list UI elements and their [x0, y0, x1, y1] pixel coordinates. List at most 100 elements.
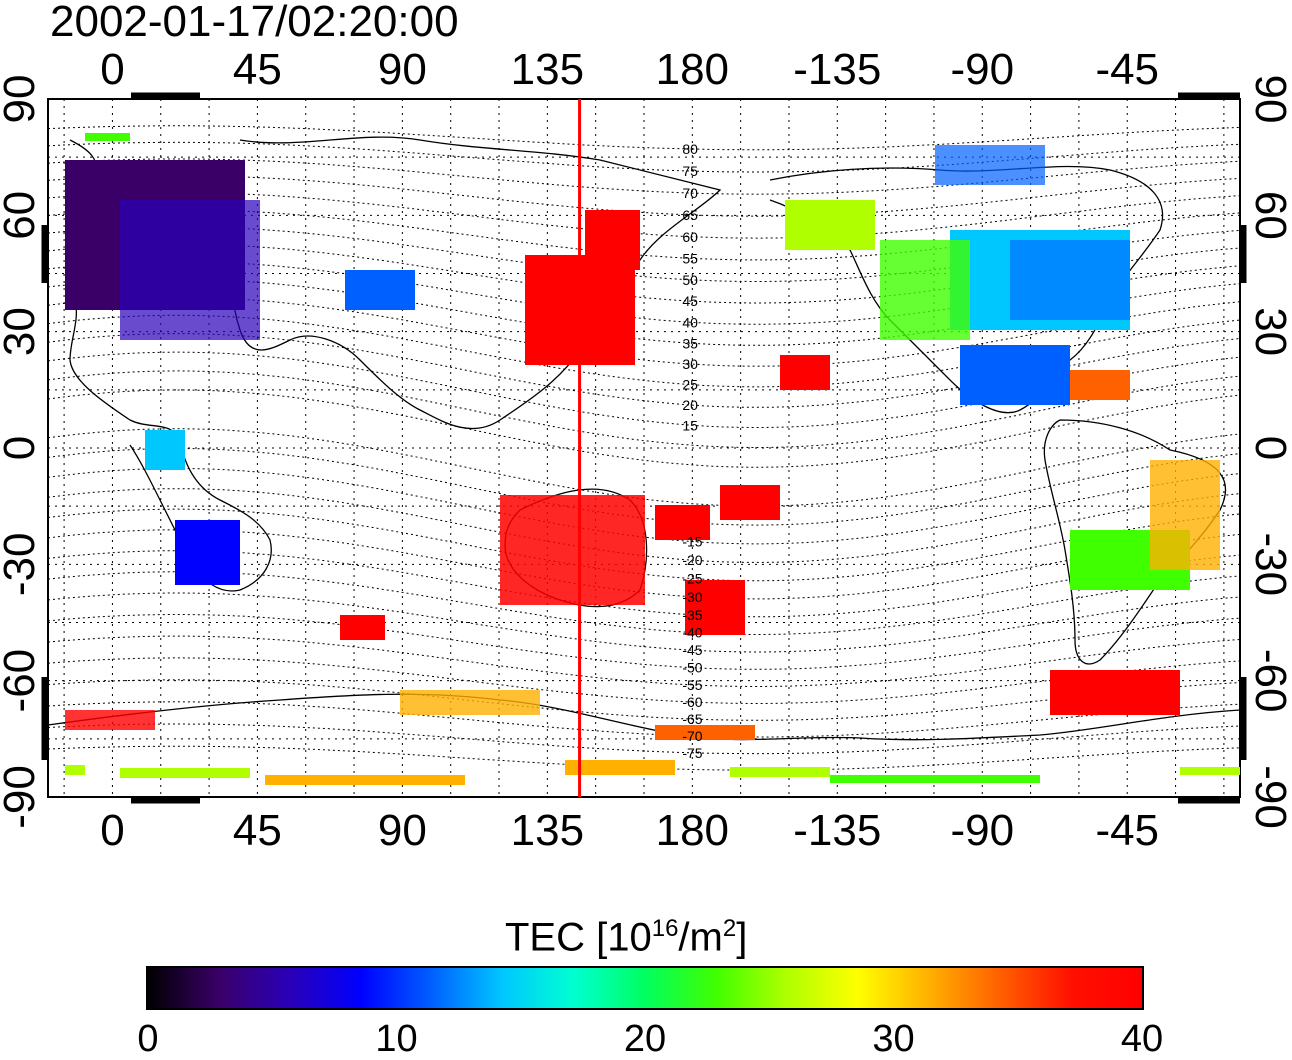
- magnetic-latitude-label: 55: [682, 250, 698, 266]
- tec-patch-africa-west: [145, 430, 185, 470]
- colorbar-tick-label: 20: [623, 1018, 667, 1060]
- left-latitude-tick-label: 30: [0, 307, 44, 356]
- colorbar-tick-label: 10: [375, 1018, 418, 1060]
- tec-patch-antarctic-band-3: [265, 775, 465, 785]
- magnetic-latitude-label: -25: [682, 571, 702, 587]
- tec-patch-nz: [685, 580, 745, 635]
- colorbar-tick-label: 30: [872, 1018, 915, 1060]
- tec-patch-south-america-2: [1150, 460, 1220, 570]
- magnetic-latitude-label: -15: [682, 534, 702, 550]
- magnetic-latitude-label: 65: [682, 207, 698, 223]
- magnetic-latitude-label: -65: [682, 711, 702, 727]
- tec-patch-alaska: [785, 200, 875, 250]
- magnetic-latitude-label: -60: [682, 694, 702, 710]
- tec-patch-europe-edge: [120, 200, 260, 340]
- left-latitude-tick-label: 90: [0, 75, 44, 124]
- magnetic-latitude-contour: [48, 296, 1240, 367]
- right-latitude-ticks: 90 60 30 0 -30 -60 -90: [1246, 75, 1292, 829]
- magnetic-latitude-label: 45: [682, 293, 698, 309]
- tec-patch-southern-ocean: [340, 615, 385, 640]
- magnetic-latitude-label: -50: [682, 660, 702, 676]
- magnetic-latitude-contour: [48, 657, 1240, 705]
- tec-patch-pacific-2: [720, 485, 780, 520]
- colorbar-label-mid: /m: [678, 915, 723, 960]
- magnetic-latitude-contour: [48, 260, 1240, 325]
- magnetic-latitude-contour: [48, 141, 1240, 173]
- magnetic-latitude-contour: [48, 723, 1240, 755]
- magnetic-latitude-contour: [48, 571, 1240, 636]
- magnetic-latitude-contour: [48, 175, 1240, 217]
- colorbar-label-exp1: 16: [651, 915, 679, 942]
- magnetic-latitude-label: 60: [682, 229, 698, 245]
- tec-patch-antarctica-east: [1050, 670, 1180, 715]
- top-longitude-tick-label: 45: [233, 45, 282, 94]
- bottom-longitude-tick-label: 45: [233, 806, 282, 855]
- bottom-longitude-tick-label: -135: [793, 806, 881, 855]
- top-longitude-tick-label: 0: [100, 45, 124, 94]
- magnetic-latitude-contour: [48, 701, 1240, 738]
- tec-patch-arctic: [85, 133, 130, 141]
- colorbar-label-main: TEC [10: [505, 915, 652, 960]
- tec-patch-antarctic-coast-1: [65, 710, 155, 730]
- tec-patch-caribbean: [1070, 370, 1130, 400]
- tec-patch-us-east: [1010, 240, 1130, 320]
- left-latitude-ticks: 90 60 30 0 -30 -60 -90: [0, 75, 44, 829]
- top-longitude-tick-label: -45: [1095, 45, 1159, 94]
- top-longitude-tick-label: -135: [793, 45, 881, 94]
- bottom-longitude-tick-label: 90: [378, 806, 427, 855]
- right-latitude-tick-label: 30: [1246, 307, 1292, 356]
- magnetic-latitude-label: -55: [682, 677, 702, 693]
- magnetic-latitude-label: -20: [682, 552, 702, 568]
- tec-patch-south-africa: [175, 520, 240, 585]
- magnetic-latitude-label: -35: [682, 607, 702, 623]
- bottom-longitude-ticks: 0 45 90 135 180 -135 -90 -45: [100, 806, 1159, 855]
- magnetic-latitude-label: 35: [682, 335, 698, 351]
- tec-patch-antarctic-coast-2: [400, 690, 540, 715]
- tec-map: 80 75 70 65 60 55 50 45 40 35 30 25 20 15 -15 -20 -25 -30…: [0, 45, 1292, 855]
- colorbar-tick-label: 0: [137, 1018, 159, 1060]
- bottom-longitude-tick-label: 180: [656, 806, 729, 855]
- tec-patch-pacific-1: [655, 505, 710, 540]
- frame-bars: [41, 92, 1247, 804]
- right-latitude-tick-label: 60: [1246, 191, 1292, 240]
- magnetic-latitude-label: 30: [682, 356, 698, 372]
- magnetic-latitude-contour: [48, 679, 1240, 721]
- top-longitude-tick-label: 90: [378, 45, 427, 94]
- magnetic-latitude-label: 75: [682, 163, 698, 179]
- tec-patch-mexico: [960, 345, 1070, 405]
- right-latitude-tick-label: 90: [1246, 75, 1292, 124]
- magnetic-latitude-label: -75: [682, 745, 702, 761]
- bottom-longitude-tick-label: -45: [1095, 806, 1159, 855]
- left-latitude-tick-label: 60: [0, 191, 44, 240]
- magnetic-latitude-label: 50: [682, 272, 698, 288]
- colorbar-label: TEC [1016/m2]: [505, 905, 747, 961]
- colorbar: [146, 966, 1144, 1010]
- bottom-longitude-tick-label: 135: [511, 806, 584, 855]
- tec-data: [65, 133, 1240, 785]
- tec-patch-antarctic-band-4: [565, 760, 675, 775]
- magnetic-latitude-label: -40: [682, 625, 702, 641]
- magnetic-latitude-contour: [48, 125, 1240, 151]
- left-latitude-tick-label: -90: [0, 765, 44, 829]
- magnetic-latitude-label: 20: [682, 397, 698, 413]
- tec-patch-antarctic-band-6: [830, 775, 1040, 783]
- tec-patch-australia: [500, 495, 645, 605]
- plot-title: 2002-01-17/02:20:00: [50, 0, 459, 46]
- colorbar-label-exp2: 2: [722, 915, 737, 942]
- top-longitude-tick-label: 180: [656, 45, 729, 94]
- bottom-longitude-tick-label: -90: [950, 806, 1014, 855]
- right-latitude-tick-label: -90: [1246, 765, 1292, 829]
- right-latitude-tick-label: -30: [1246, 533, 1292, 597]
- colorbar-tick-label: 40: [1120, 1018, 1164, 1060]
- left-latitude-tick-label: 0: [0, 436, 44, 460]
- top-longitude-tick-label: -90: [950, 45, 1014, 94]
- magnetic-latitude-label: 40: [682, 314, 698, 330]
- magnetic-latitude-label: 15: [682, 417, 698, 433]
- tec-patch-antarctic-coast-3: [655, 725, 755, 740]
- colorbar-label-end: ]: [736, 915, 748, 960]
- magnetic-latitude-label: 80: [682, 141, 698, 157]
- magnetic-latitude-label: -70: [682, 728, 702, 744]
- bottom-longitude-tick-label: 0: [100, 806, 124, 855]
- top-longitude-ticks: 0 45 90 135 180 -135 -90 -45: [100, 45, 1159, 94]
- magnetic-latitude-label: 70: [682, 185, 698, 201]
